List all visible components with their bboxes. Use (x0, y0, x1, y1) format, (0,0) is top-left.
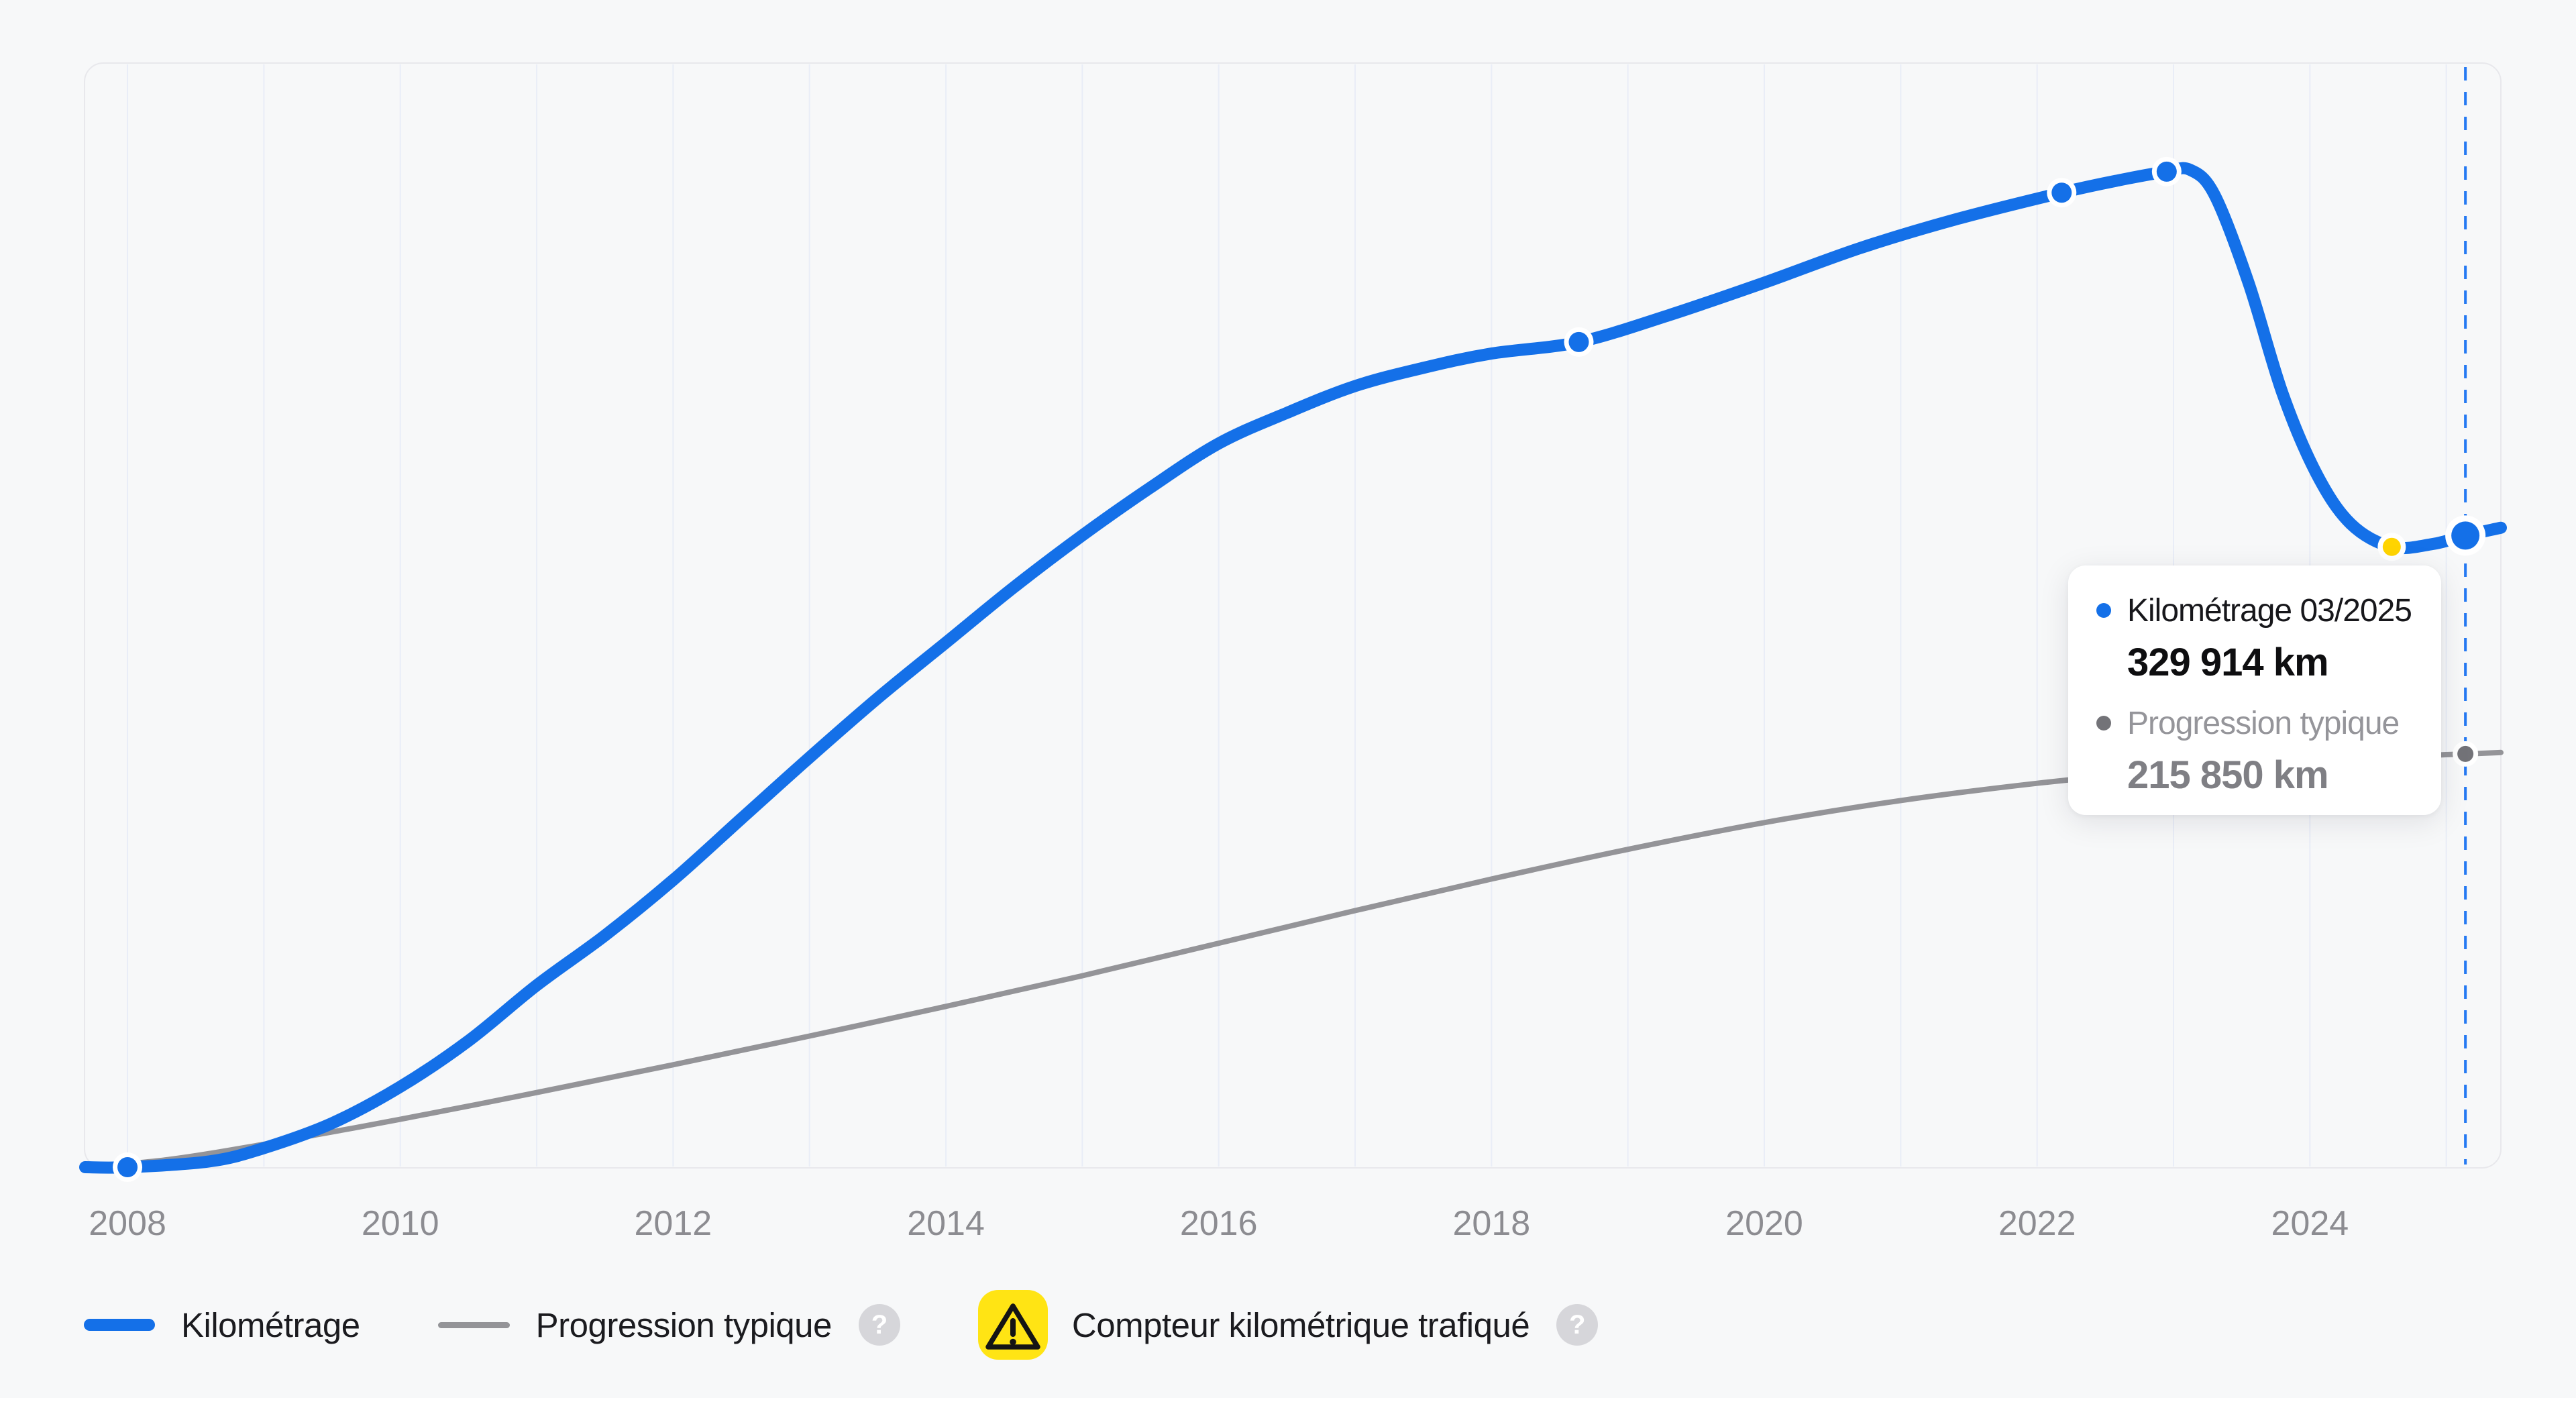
kilometrage-line-swatch-icon (84, 1319, 155, 1331)
tooltip-label-progression: Progression typique (2127, 706, 2400, 741)
chart-legend: Kilométrage Progression typique ? Compte… (84, 1289, 1599, 1360)
x-axis-label-2018: 2018 (1453, 1204, 1531, 1243)
marker-large-2025.14 (2451, 521, 2480, 550)
marker-small-2022.18 (2051, 182, 2072, 203)
x-axis-label-2008: 2008 (89, 1204, 166, 1243)
plot-frame (84, 62, 2502, 1169)
tooltip-value-kilometrage: 329 914 km (2127, 641, 2329, 684)
tooltip-row-kilometrage: Kilométrage 03/2025 329 914 km (2096, 592, 2424, 685)
warning-triangle-icon (977, 1290, 1048, 1360)
marker-small-2008 (117, 1157, 138, 1177)
legend-item-progression-typique[interactable]: Progression typique ? (437, 1304, 900, 1346)
page-bottom-strip (0, 1398, 2576, 1406)
tooltip-label-kilometrage: Kilométrage 03/2025 (2127, 593, 2412, 629)
legend-item-compteur-trafique[interactable]: Compteur kilométrique trafiqué ? (977, 1290, 1599, 1360)
marker-compteur-trafique (2382, 537, 2401, 556)
x-axis-label-2022: 2022 (1998, 1204, 2076, 1243)
compteur-trafique-help-icon[interactable]: ? (1556, 1304, 1599, 1346)
x-axis-label-2024: 2024 (2271, 1204, 2349, 1243)
marker-small-2022.95 (2156, 161, 2177, 182)
legend-label-progression: Progression typique (535, 1305, 833, 1344)
chart-tooltip: Kilométrage 03/2025 329 914 km Progressi… (2068, 565, 2441, 815)
x-axis-label-2020: 2020 (1725, 1204, 1803, 1243)
progression-help-icon[interactable]: ? (858, 1304, 900, 1346)
progression-line-swatch-icon (437, 1321, 510, 1328)
marker-small-2018.64 (1568, 331, 1589, 352)
x-axis-label-2010: 2010 (362, 1204, 439, 1243)
tooltip-bullet-kilometrage-icon (2096, 603, 2111, 618)
tooltip-value-progression: 215 850 km (2127, 753, 2329, 797)
legend-item-kilometrage[interactable]: Kilométrage (84, 1305, 360, 1345)
tooltip-bullet-progression-icon (2096, 716, 2111, 731)
data-point-markers (113, 156, 2486, 1182)
chart-frame (84, 62, 2502, 1169)
x-axis-label-2014: 2014 (907, 1204, 985, 1243)
marker-medium-gray-2025.14 (2457, 745, 2474, 762)
x-axis-label-2016: 2016 (1180, 1204, 1258, 1243)
x-axis-label-2012: 2012 (635, 1204, 712, 1243)
series-line-kilometrage (79, 162, 2507, 1174)
x-axis-labels: 2008 2010 2012 2014 2016 2018 2020 2022 2024 (89, 1204, 2349, 1243)
legend-label-kilometrage: Kilométrage (181, 1305, 360, 1344)
tooltip-row-progression: Progression typique 215 850 km (2096, 705, 2424, 798)
legend-label-compteur-trafique: Compteur kilométrique trafiqué (1071, 1305, 1530, 1344)
